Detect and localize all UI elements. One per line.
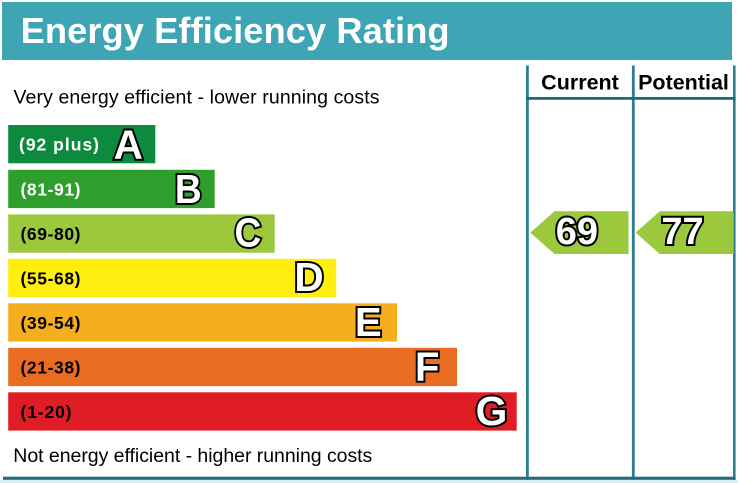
- svg-text:77: 77: [661, 211, 703, 253]
- svg-text:(39-54): (39-54): [21, 313, 81, 333]
- svg-text:D: D: [294, 254, 323, 300]
- svg-text:C: C: [235, 211, 262, 256]
- svg-text:G: G: [476, 388, 508, 434]
- svg-text:(55-68): (55-68): [21, 268, 81, 288]
- svg-text:Potential: Potential: [638, 70, 729, 94]
- svg-text:(21-38): (21-38): [21, 357, 81, 377]
- svg-text:69: 69: [556, 211, 598, 253]
- svg-text:(81-91): (81-91): [21, 179, 81, 199]
- svg-text:Very energy efficient - lower: Very energy efficient - lower running co…: [14, 87, 380, 109]
- svg-text:(1-20): (1-20): [21, 402, 72, 422]
- svg-text:Current: Current: [541, 70, 619, 94]
- svg-text:Not energy efficient - higher: Not energy efficient - higher running co…: [13, 445, 372, 467]
- svg-text:A: A: [114, 121, 143, 167]
- svg-text:B: B: [175, 168, 202, 213]
- svg-text:(92 plus): (92 plus): [19, 135, 99, 155]
- svg-text:Energy Efficiency Rating: Energy Efficiency Rating: [21, 10, 450, 51]
- svg-text:F: F: [415, 344, 439, 391]
- svg-text:E: E: [355, 299, 382, 345]
- svg-text:(69-80): (69-80): [21, 224, 81, 244]
